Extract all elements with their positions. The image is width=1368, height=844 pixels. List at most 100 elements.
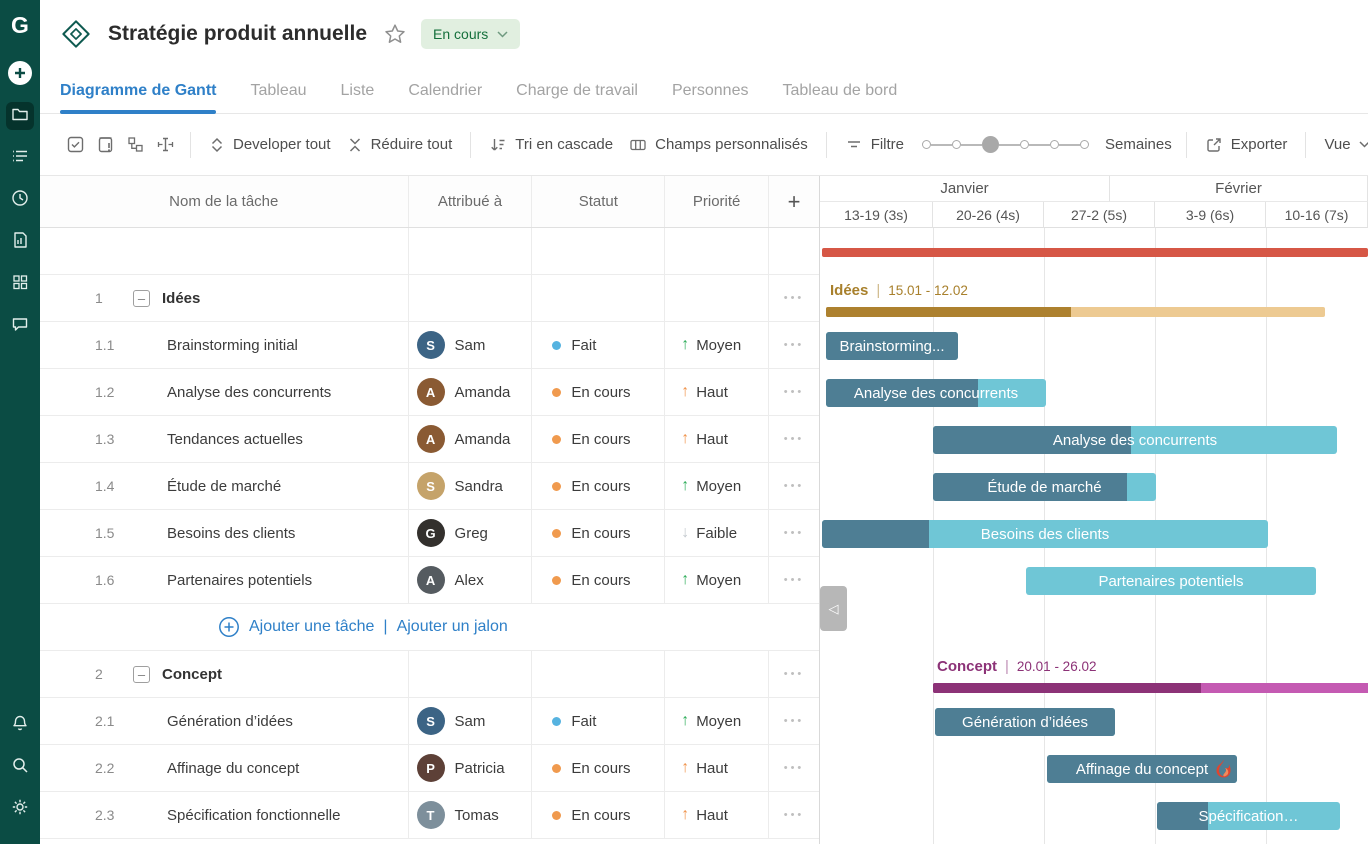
toolbar-separator [190, 131, 191, 158]
column-header-status[interactable]: Statut [532, 176, 666, 227]
row-menu-button[interactable]: ••• [783, 574, 805, 586]
task-bar-progress [826, 332, 958, 360]
table-row[interactable]: 1 – Idées ••• [40, 275, 819, 322]
task-bar[interactable]: Génération d’idées [935, 708, 1115, 736]
task-bar[interactable]: Brainstorming... [826, 332, 958, 360]
column-header-task-name[interactable]: Nom de la tâche [40, 176, 409, 227]
project-bar[interactable] [822, 248, 1368, 257]
sidebar-item-task-list[interactable] [6, 144, 34, 172]
table-row[interactable]: 1.1 Brainstorming initial S Sam Fait ↑ Moyen ••… [40, 322, 819, 369]
slider-stop[interactable] [922, 140, 932, 149]
tab-workload[interactable]: Charge de travail [516, 81, 638, 99]
slider-stop[interactable] [1050, 140, 1060, 149]
row-menu-button[interactable]: ••• [783, 433, 805, 445]
select-tasks-icon[interactable] [60, 132, 90, 158]
row-menu-button[interactable]: ••• [783, 527, 805, 539]
row-menu-button[interactable]: ••• [783, 762, 805, 774]
filter-button[interactable]: Filtre [837, 136, 912, 154]
status-dot [552, 763, 562, 773]
status-cell [532, 651, 666, 697]
tab-board[interactable]: Tableau [250, 81, 307, 99]
collapse-all-button[interactable]: Réduire tout [339, 136, 461, 154]
task-bar[interactable]: Spécification… [1157, 802, 1340, 830]
sidebar-item-projects[interactable] [6, 102, 34, 130]
expand-all-button[interactable]: Developer tout [201, 136, 339, 154]
table-row[interactable]: 1.6 Partenaires potentiels A Alex En cours ↑ M… [40, 557, 819, 604]
column-header-priority[interactable]: Priorité [665, 176, 770, 227]
add-milestone-link[interactable]: Ajouter un jalon [396, 618, 508, 635]
overdue-tasks-icon[interactable] [90, 132, 120, 158]
table-row[interactable]: 1.5 Besoins des clients G Greg En cours ↓ Faib… [40, 510, 819, 557]
row-menu-button[interactable]: ••• [783, 480, 805, 492]
deadline-flame-icon [1213, 758, 1234, 780]
row-menu-button[interactable]: ••• [783, 292, 805, 304]
tab-calendar[interactable]: Calendrier [408, 81, 483, 99]
favorite-star-icon[interactable] [383, 22, 407, 46]
row-menu-button[interactable]: ••• [783, 339, 805, 351]
row-menu-button[interactable]: ••• [783, 386, 805, 398]
task-bar[interactable]: Analyse des concurrents [933, 426, 1337, 454]
cascade-sort-button[interactable]: Tri en cascade [481, 136, 621, 154]
app-logo[interactable]: G [11, 12, 29, 38]
slider-stop[interactable] [1020, 140, 1030, 149]
sidebar-item-reports[interactable] [6, 228, 34, 256]
tab-dashboard[interactable]: Tableau de bord [782, 81, 898, 99]
view-menu-button[interactable]: Vue [1316, 136, 1368, 153]
row-menu-button[interactable]: ••• [783, 668, 805, 680]
add-project-button[interactable] [8, 61, 32, 85]
task-bar[interactable]: Besoins des clients [822, 520, 1268, 548]
sidebar-item-comments[interactable] [6, 312, 34, 340]
column-header-assignee[interactable]: Attribué à [409, 176, 533, 227]
collapse-group-button[interactable]: – [133, 665, 150, 683]
task-bar-label: Brainstorming... [839, 337, 945, 355]
table-row[interactable]: 2.3 Spécification fonctionnelle T Tomas En c… [40, 792, 819, 839]
task-name: Analyse des concurrents [167, 383, 332, 401]
tab-gantt[interactable]: Diagramme de Gantt [60, 68, 217, 114]
slider-stop[interactable] [982, 136, 1000, 153]
status-label: En cours [571, 430, 631, 448]
notifications-button[interactable] [6, 711, 34, 739]
row-menu-cell: ••• [769, 369, 819, 415]
group-label-separator: | [1005, 658, 1009, 675]
sidebar-item-time-tracking[interactable] [6, 186, 34, 214]
tab-people[interactable]: Personnes [671, 81, 749, 99]
task-bar[interactable]: Partenaires potentiels [1026, 567, 1316, 595]
table-row[interactable]: 1.3 Tendances actuelles A Amanda En cours ↑ Ha… [40, 416, 819, 463]
table-row[interactable]: 1.2 Analyse des concurrents A Amanda En cour… [40, 369, 819, 416]
priority-cell: ↑ Haut [665, 369, 770, 415]
search-button[interactable] [6, 753, 34, 781]
table-row[interactable]: 2.2 Affinage du concept P Patricia En cours ↑… [40, 745, 819, 792]
toolbar-separator [1185, 131, 1187, 158]
timeline-zoom-slider[interactable] [922, 136, 1090, 153]
slider-stop[interactable] [952, 140, 962, 149]
priority-cell: ↑ Haut [665, 745, 770, 791]
task-bar[interactable]: Affinage du concept [1047, 755, 1237, 783]
hierarchy-icon[interactable] [120, 132, 150, 158]
text-width-icon[interactable] [150, 132, 180, 158]
task-bar[interactable]: Analyse des concurrents [826, 379, 1046, 407]
assignee-cell [409, 228, 533, 274]
add-task-plus-icon[interactable] [218, 616, 240, 638]
settings-button[interactable] [6, 795, 34, 823]
slider-stop[interactable] [1080, 140, 1090, 149]
add-task-link[interactable]: Ajouter une tâche [249, 618, 375, 635]
table-row[interactable]: 2.1 Génération d’idées S Sam Fait ↑ Moyen ••• [40, 698, 819, 745]
priority-arrow-icon: ↑ [681, 759, 690, 776]
group-bar[interactable] [933, 683, 1368, 693]
collapse-group-button[interactable]: – [133, 289, 150, 307]
table-row[interactable]: 2 – Concept ••• [40, 651, 819, 698]
table-row[interactable]: 1.4 Étude de marché S Sandra En cours ↑ Moyen •… [40, 463, 819, 510]
collapse-grid-handle[interactable]: ◁ [820, 586, 847, 631]
tab-list[interactable]: Liste [340, 81, 375, 99]
project-status-badge[interactable]: En cours [421, 19, 521, 49]
task-bar[interactable]: Étude de marché [933, 473, 1156, 501]
group-bar[interactable] [826, 307, 1325, 317]
timeline-weeks: 13-19 (3s) 20-26 (4s) 27-2 (5s) 3-9 (6s) 10-… [820, 202, 1368, 228]
export-button[interactable]: Exporter [1197, 136, 1296, 154]
custom-fields-button[interactable]: Champs personnalisés [621, 136, 816, 154]
row-menu-button[interactable]: ••• [783, 715, 805, 727]
add-column-button[interactable]: + [787, 188, 801, 214]
add-links-separator: | [383, 618, 388, 635]
row-menu-button[interactable]: ••• [783, 809, 805, 821]
sidebar-item-portfolio[interactable] [6, 270, 34, 298]
